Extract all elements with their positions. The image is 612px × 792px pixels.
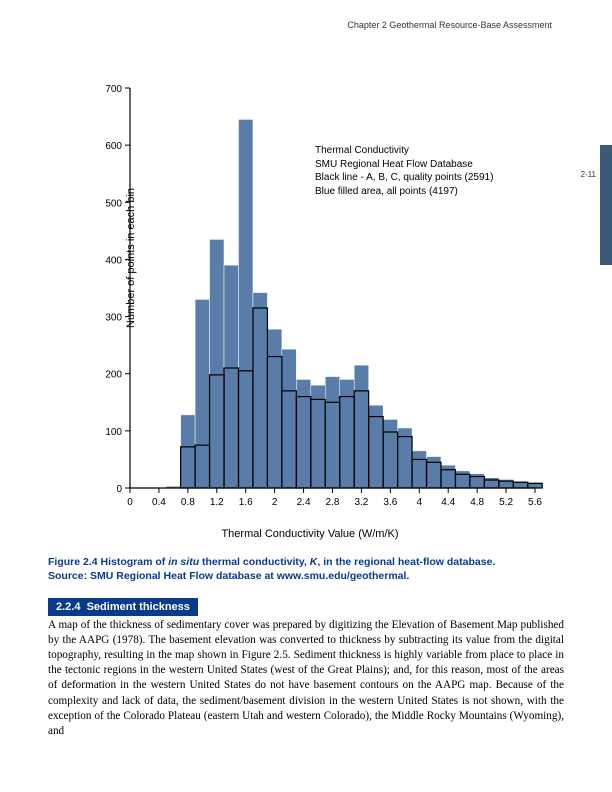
svg-text:600: 600	[105, 141, 122, 152]
chart-legend: Thermal Conductivity SMU Regional Heat F…	[315, 144, 493, 198]
figure-caption: Figure 2.4 Histogram of in situ thermal …	[48, 555, 548, 583]
svg-text:200: 200	[105, 370, 122, 381]
svg-text:4: 4	[417, 497, 423, 508]
svg-text:2: 2	[272, 497, 278, 508]
svg-text:500: 500	[105, 198, 122, 209]
svg-text:0: 0	[127, 497, 133, 508]
page-number: 2-11	[581, 170, 596, 179]
caption-text: thermal conductivity,	[199, 556, 310, 568]
svg-text:3.2: 3.2	[354, 497, 368, 508]
legend-line: Black line - A, B, C, quality points (25…	[315, 171, 493, 185]
svg-text:0.8: 0.8	[181, 497, 195, 508]
svg-text:1.6: 1.6	[239, 497, 253, 508]
svg-text:700: 700	[105, 84, 122, 95]
svg-text:1.2: 1.2	[210, 497, 224, 508]
svg-text:4.8: 4.8	[470, 497, 484, 508]
svg-text:2.4: 2.4	[297, 497, 311, 508]
caption-source: Source: SMU Regional Heat Flow database …	[48, 570, 409, 582]
body-paragraph: A map of the thickness of sedimentary co…	[48, 618, 564, 739]
caption-italic: in situ	[168, 556, 199, 568]
y-axis-label: Number of points in each bin	[125, 188, 137, 328]
svg-text:0.4: 0.4	[152, 497, 166, 508]
histogram-chart: 0 100 200 300 400 500 600 700 0 0.4 0.8 1.2 1.6 2 2.4 2…	[75, 78, 545, 538]
side-tab	[600, 145, 612, 265]
svg-text:100: 100	[105, 427, 122, 438]
legend-line: SMU Regional Heat Flow Database	[315, 158, 493, 172]
svg-text:3.6: 3.6	[383, 497, 397, 508]
svg-text:2.8: 2.8	[326, 497, 340, 508]
svg-text:4.4: 4.4	[441, 497, 455, 508]
svg-text:0: 0	[116, 484, 122, 495]
section-header: 2.2.4 Sediment thickness	[48, 598, 198, 616]
svg-text:5.6: 5.6	[528, 497, 542, 508]
section-number: 2.2.4	[56, 601, 80, 613]
caption-text: Figure 2.4 Histogram of	[48, 556, 168, 568]
svg-text:300: 300	[105, 313, 122, 324]
svg-text:5.2: 5.2	[499, 497, 513, 508]
section-title: Sediment thickness	[87, 601, 190, 613]
page-header: Chapter 2 Geothermal Resource-Base Asses…	[347, 20, 552, 30]
svg-text:400: 400	[105, 255, 122, 266]
legend-line: Blue filled area, all points (4197)	[315, 185, 493, 199]
legend-line: Thermal Conductivity	[315, 144, 493, 158]
caption-text: , in the regional heat-flow database.	[317, 556, 495, 568]
x-axis-label: Thermal Conductivity Value (W/m/K)	[75, 528, 545, 540]
